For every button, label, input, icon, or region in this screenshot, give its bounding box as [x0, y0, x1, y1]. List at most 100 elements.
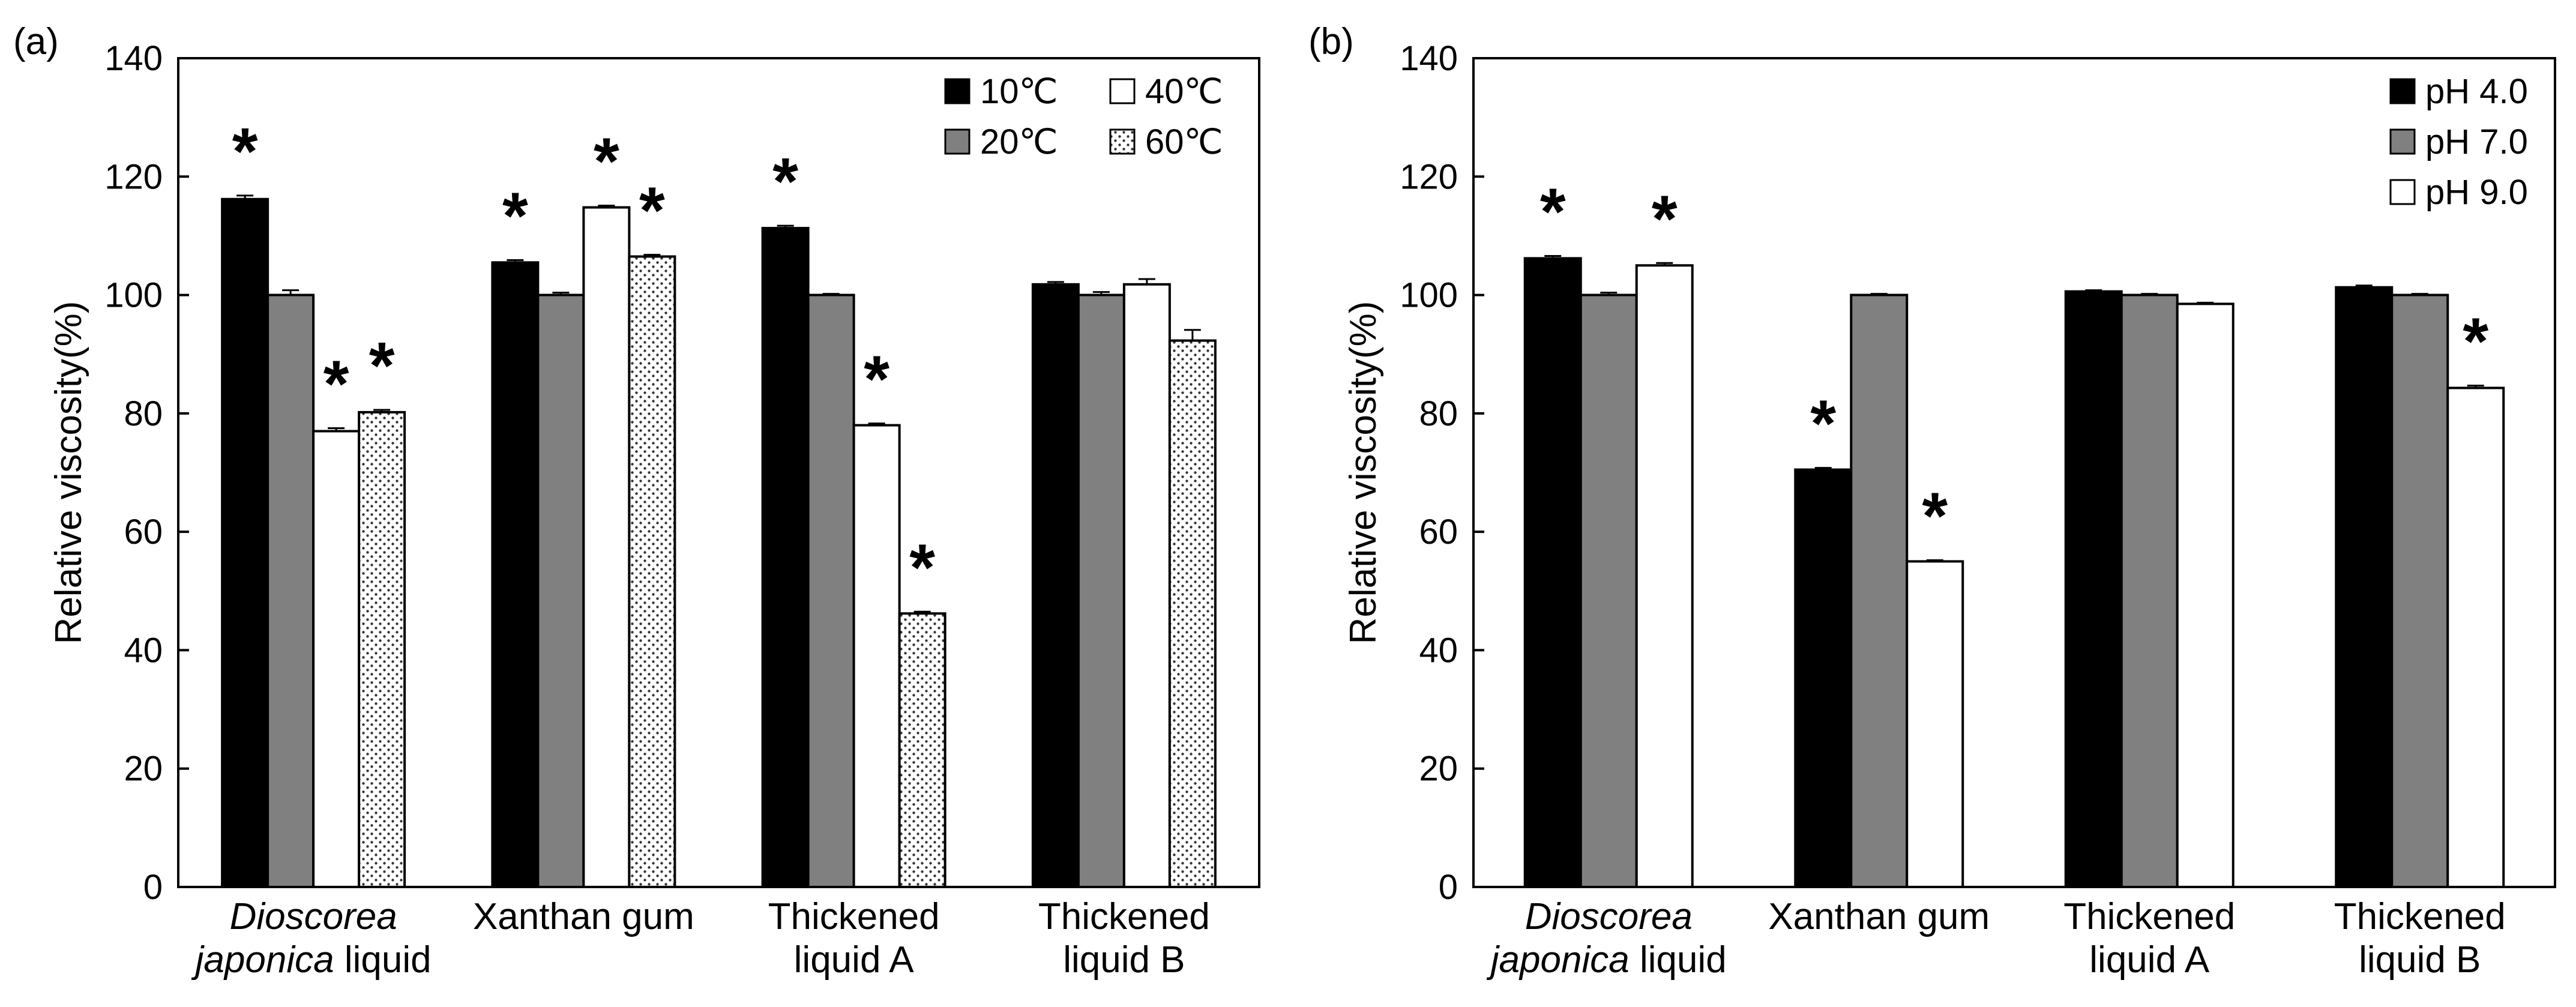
- bar: [358, 410, 406, 888]
- category-label-line1: Thickened: [1038, 896, 1210, 937]
- panel-b: (b) 0 20 40 60 80 100 120 140 Relative viscosity(…: [1308, 21, 2556, 981]
- category-label-line1: Xanthan gum: [1768, 896, 1990, 937]
- significance-marker: *: [772, 145, 798, 218]
- significance-marker: *: [232, 115, 258, 188]
- category-label: Thickened liquid A: [2063, 896, 2235, 981]
- bar: [2391, 293, 2449, 889]
- category-label-line1: Thickened: [2334, 896, 2506, 937]
- bar: [852, 424, 901, 888]
- category-label-rest: liquid B: [2359, 939, 2481, 981]
- category-label-italic: japonica: [1487, 939, 1630, 981]
- panel-label: (a): [13, 21, 59, 62]
- category-label-rest: liquid: [334, 939, 432, 981]
- bar: [1031, 283, 1080, 888]
- category-label: Thickened liquid B: [2334, 896, 2506, 981]
- y-tick-label: 20: [124, 750, 163, 789]
- category-label-line1: Xanthan gum: [473, 896, 694, 937]
- bar: [1122, 283, 1171, 888]
- significance-marker: *: [502, 179, 528, 253]
- category-label: Xanthan gum: [1768, 896, 1990, 937]
- category-label-rest: liquid B: [1063, 939, 1185, 981]
- panel-a: (a) 0 20 40 60 80 100 120 140 Relative viscosity(…: [13, 21, 1260, 981]
- category-label-line1: Thickened: [768, 896, 940, 937]
- bar: [2446, 386, 2505, 888]
- legend-label: pH 9.0: [2425, 173, 2528, 212]
- significance-marker: *: [864, 343, 889, 416]
- y-tick-label: 80: [1419, 394, 1458, 433]
- y-tick-label: 80: [124, 394, 163, 433]
- category-label-italic: japonica: [191, 939, 334, 981]
- significance-marker: *: [1810, 387, 1836, 461]
- category-label-line1: Dioscorea: [1525, 896, 1693, 937]
- legend-swatch: [944, 78, 971, 104]
- bar: [537, 293, 585, 889]
- plot-frame: [177, 57, 1260, 888]
- legend-swatch: [1109, 128, 1136, 155]
- category-label: Dioscorea japonica liquid: [1487, 896, 1727, 981]
- legend-label: 10℃: [980, 72, 1058, 111]
- bar: [807, 293, 855, 889]
- y-tick-label: 120: [1400, 157, 1458, 196]
- category-label-line1: Thickened: [2063, 896, 2235, 937]
- bar: [1168, 339, 1217, 888]
- bar: [628, 255, 676, 888]
- bar: [2120, 293, 2179, 889]
- y-tick-label: 60: [124, 513, 163, 552]
- significance-marker: *: [1540, 175, 1566, 248]
- significance-marker: *: [909, 531, 935, 604]
- category-label-rest: liquid: [1630, 939, 1727, 981]
- category-label: Xanthan gum: [473, 896, 694, 937]
- panel-label: (b): [1308, 21, 1354, 62]
- bar: [1850, 293, 1909, 889]
- legend-swatch: [2389, 78, 2416, 104]
- bar: [2176, 302, 2234, 888]
- y-tick-label: 40: [1419, 631, 1458, 670]
- bar: [491, 261, 540, 888]
- category-label-line2: japonica liquid: [1487, 939, 1727, 981]
- legend-swatch: [1109, 78, 1136, 104]
- plot-frame: [1472, 57, 2556, 888]
- y-tick-label: 20: [1419, 750, 1458, 789]
- legend-label: pH 7.0: [2425, 122, 2528, 161]
- category-label-rest: liquid A: [2089, 939, 2210, 981]
- y-tick-label: 140: [104, 39, 163, 78]
- bar: [2064, 290, 2123, 889]
- bar: [582, 206, 631, 889]
- bar: [761, 227, 810, 889]
- bar: [312, 430, 361, 888]
- significance-marker: *: [369, 329, 395, 403]
- y-tick-label: 120: [104, 157, 163, 196]
- bar: [1579, 293, 1638, 889]
- category-label-line2: liquid B: [1063, 939, 1185, 981]
- legend-swatch: [944, 128, 971, 155]
- category-label-line2: liquid B: [2359, 939, 2481, 981]
- bar: [1523, 257, 1582, 889]
- category-label-line2: liquid A: [2089, 939, 2210, 981]
- category-label-line2: liquid A: [794, 939, 915, 981]
- significance-marker: *: [324, 347, 349, 421]
- category-label-line2: japonica liquid: [191, 939, 432, 981]
- y-tick-label: 40: [124, 631, 163, 670]
- bar: [266, 293, 315, 889]
- legend-label: 40℃: [1145, 72, 1223, 111]
- legend-swatch: [2389, 179, 2416, 205]
- y-tick-label: 100: [104, 276, 163, 315]
- category-label: Thickened liquid B: [1038, 896, 1210, 981]
- legend-label: 60℃: [1145, 122, 1223, 161]
- y-tick-label: 0: [143, 868, 163, 907]
- category-label: Thickened liquid A: [768, 896, 940, 981]
- legend-label: pH 4.0: [2425, 72, 2528, 111]
- bar: [898, 612, 946, 889]
- y-tick-label: 100: [1400, 276, 1458, 315]
- significance-marker: *: [639, 173, 665, 247]
- bar: [1906, 560, 1964, 888]
- category-label-line1: Dioscorea: [230, 896, 397, 937]
- bar: [221, 197, 269, 888]
- significance-marker: *: [594, 125, 619, 199]
- bar: [1635, 264, 1694, 888]
- y-axis-title: Relative viscosity(%): [1343, 301, 1384, 645]
- category-label-rest: liquid A: [794, 939, 915, 981]
- significance-marker: *: [1652, 182, 1678, 256]
- legend-swatch: [2389, 128, 2416, 155]
